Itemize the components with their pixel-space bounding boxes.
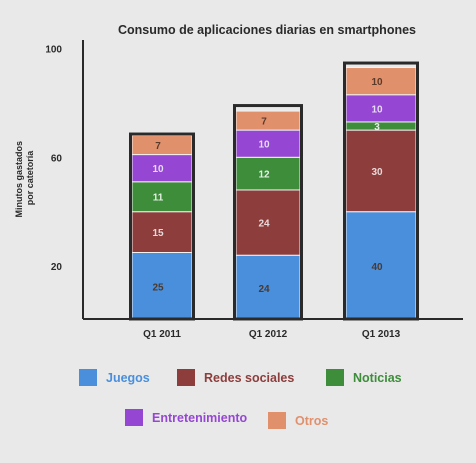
x-tick-label: Q1 2013 <box>362 329 401 340</box>
legend-item-juegos: Juegos <box>79 369 150 386</box>
y-ticks: 20 60 100 <box>45 45 62 274</box>
bar-outline <box>343 61 419 321</box>
data-label-redes-sociales: 30 <box>371 167 383 178</box>
data-label-otros: 7 <box>155 141 161 152</box>
data-label-juegos: 40 <box>371 262 383 273</box>
legend-swatch-otros <box>268 412 286 429</box>
data-label-entretenimiento: 10 <box>258 140 270 151</box>
data-label-redes-sociales: 15 <box>152 228 164 239</box>
legend-item-noticias: Noticias <box>326 369 402 386</box>
legend-swatch-entretenimiento <box>125 409 143 426</box>
bar-segment-entretenimiento <box>235 129 301 158</box>
legend-label-juegos: Juegos <box>106 370 150 385</box>
legend-label-noticias: Noticias <box>353 370 402 385</box>
bar-segment-juegos <box>345 211 417 321</box>
bar-segment-otros <box>131 135 193 156</box>
bar-segment-otros <box>345 67 417 96</box>
y-tick-label: 100 <box>45 45 62 56</box>
data-label-otros: 7 <box>261 117 267 128</box>
data-label-juegos: 24 <box>258 284 270 295</box>
y-tick-label: 60 <box>51 153 63 164</box>
bar-segment-noticias <box>235 156 301 191</box>
data-label-noticias: 3 <box>374 122 380 133</box>
bar-segment-noticias <box>345 121 417 131</box>
legend-swatch-redes-sociales <box>177 369 195 386</box>
bar-outline <box>233 104 303 321</box>
x-tick-label: Q1 2011 <box>143 329 181 340</box>
legend-item-otros: Otros <box>268 412 328 429</box>
bars: 25 15 11 10 7 24 24 12 10 7 40 30 3 10 10 <box>129 61 419 321</box>
legend-label-entretenimiento: Entretenimiento <box>152 410 248 425</box>
legend-label-otros: Otros <box>295 413 329 428</box>
bar-outline <box>129 132 195 321</box>
data-label-entretenimiento: 10 <box>371 104 383 115</box>
legend-swatch-noticias <box>326 369 344 386</box>
chart-title: Consumo de aplicaciones diarias en smart… <box>118 23 416 37</box>
bar-segment-otros <box>235 110 301 131</box>
legend-label-redes-sociales: Redes sociales <box>204 370 295 385</box>
legend-item-entretenimiento: Entretenimiento <box>125 409 247 426</box>
y-tick-label: 20 <box>51 262 63 273</box>
data-label-noticias: 11 <box>153 193 164 204</box>
data-label-otros: 10 <box>371 77 383 88</box>
data-label-entretenimiento: 10 <box>152 164 164 175</box>
x-tick-label: Q1 2012 <box>249 329 288 340</box>
x-tick-labels: Q1 2011 Q1 2012 Q1 2013 <box>143 329 401 340</box>
bar-segment-entretenimiento <box>345 94 417 123</box>
legend-swatch-juegos <box>79 369 97 386</box>
y-axis-label: Minutos gastados por catetoría <box>14 138 35 217</box>
data-label-juegos: 25 <box>152 283 164 294</box>
data-label-redes-sociales: 24 <box>258 219 270 230</box>
data-label-noticias: 12 <box>258 170 270 181</box>
legend-item-redes-sociales: Redes sociales <box>177 369 294 386</box>
